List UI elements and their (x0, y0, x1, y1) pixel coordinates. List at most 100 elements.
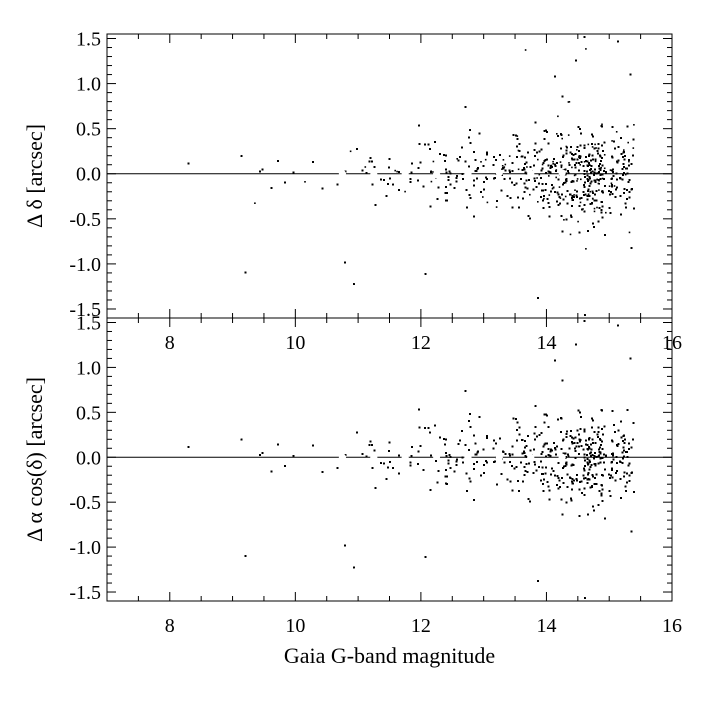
star-point (559, 30, 561, 32)
star-point (559, 197, 562, 199)
star-point (628, 231, 631, 234)
star-point (557, 115, 559, 118)
star-point (404, 190, 406, 193)
star-point (516, 135, 519, 137)
star-point (564, 195, 567, 198)
star-point (627, 141, 629, 144)
star-point (543, 197, 545, 200)
star-point (559, 30, 561, 32)
star-point (430, 180, 433, 183)
star-point (538, 173, 541, 176)
top-panel-delta-dec: 8 10 12 14 16-1.5-1.0-0.50.00.51.01.5Δ δ [ar… (22, 29, 682, 354)
star-point (517, 149, 520, 152)
star-point (484, 158, 487, 161)
star-point (589, 190, 591, 193)
star-point (501, 165, 504, 167)
star-point (536, 177, 538, 179)
star-point (432, 171, 434, 173)
star-point (585, 48, 587, 50)
star-point (578, 156, 580, 158)
star-point (555, 169, 558, 171)
star-point (456, 158, 458, 160)
star-point (574, 189, 576, 191)
star-point (537, 158, 539, 161)
star-point (577, 220, 579, 223)
star-point (548, 194, 551, 196)
star-point (508, 155, 511, 157)
star-point (576, 180, 578, 182)
star-point (541, 163, 544, 166)
star-point (605, 211, 607, 214)
star-point (596, 178, 598, 181)
star-point (628, 160, 630, 163)
star-point (304, 181, 306, 183)
star-point (524, 49, 527, 51)
star-point (593, 210, 596, 213)
star-point (579, 201, 582, 204)
star-point (559, 161, 562, 163)
star-point (597, 182, 600, 185)
star-point (567, 101, 570, 103)
star-point (591, 146, 594, 148)
star-point (529, 193, 531, 196)
star-residual-points (187, 30, 635, 316)
star-point (501, 168, 503, 170)
star-point (580, 178, 582, 181)
star-point (432, 160, 435, 163)
star-point (254, 202, 256, 204)
star-point (600, 166, 602, 169)
star-point (565, 145, 568, 148)
star-point (394, 169, 396, 172)
star-point (615, 131, 618, 133)
star-point (598, 183, 600, 185)
star-point (595, 147, 597, 149)
star-point (571, 166, 573, 169)
star-point (579, 164, 581, 166)
star-point (594, 143, 596, 146)
star-point (559, 30, 561, 32)
star-point (611, 140, 613, 142)
star-point (624, 173, 627, 176)
star-point (632, 147, 635, 149)
star-point (556, 133, 558, 135)
star-point (552, 163, 554, 165)
star-point (559, 30, 561, 32)
star-point (559, 30, 561, 32)
star-point (558, 186, 561, 188)
star-point (555, 176, 557, 179)
star-point (569, 233, 572, 236)
star-point (568, 101, 571, 103)
star-point (613, 185, 616, 187)
star-point (603, 167, 606, 170)
star-point (568, 162, 570, 164)
star-point (559, 30, 561, 32)
star-point (559, 30, 561, 32)
star-point (486, 201, 489, 204)
star-point (587, 143, 590, 146)
star-point (610, 182, 613, 185)
star-point (537, 201, 539, 203)
star-point (495, 206, 498, 208)
star-point (608, 185, 611, 187)
star-point (576, 149, 578, 151)
star-point (596, 206, 598, 209)
star-point (349, 150, 352, 153)
star-point (396, 170, 398, 173)
star-point (623, 149, 625, 151)
star-point (560, 166, 563, 169)
star-point (585, 248, 587, 250)
star-point (548, 175, 550, 177)
star-point (364, 166, 367, 168)
star-point (567, 134, 570, 136)
star-point (561, 137, 563, 140)
star-point (480, 161, 482, 163)
star-point (502, 159, 505, 161)
star-point (559, 30, 561, 32)
star-point (517, 168, 520, 171)
star-point (593, 207, 596, 210)
star-point (559, 30, 561, 32)
star-point (609, 169, 612, 171)
star-point (504, 163, 507, 166)
star-point (573, 194, 575, 196)
